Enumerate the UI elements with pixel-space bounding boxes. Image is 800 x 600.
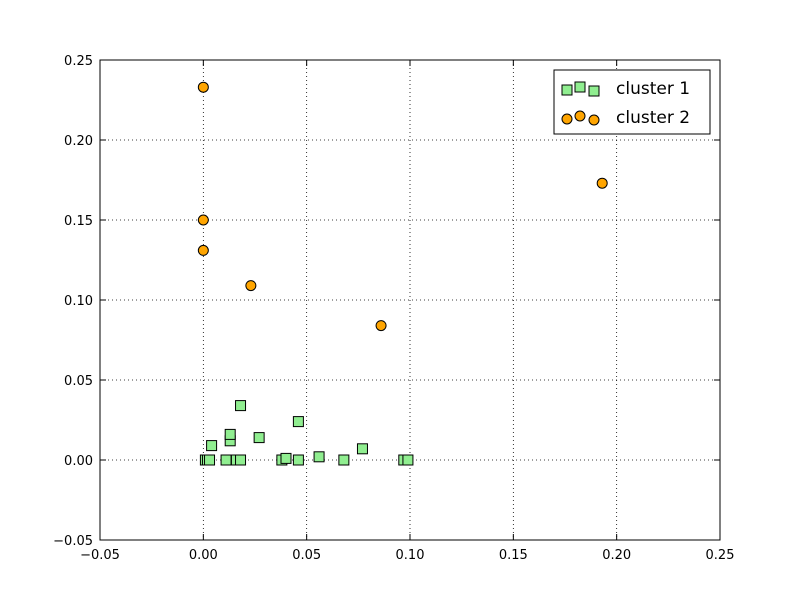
cluster-1-point [292,454,304,466]
cluster-1-point [235,400,247,412]
y-tick-label: −0.05 [53,534,93,549]
cluster-1-point [220,454,232,466]
legend-marker [561,84,573,96]
cluster-2-point [375,320,387,332]
legend: cluster 1 cluster 2 [553,69,711,135]
cluster-2-point [197,214,209,226]
legend-box [553,69,711,135]
x-tick-label: 0.10 [396,548,425,563]
cluster-1-point [204,454,216,466]
cluster-1-point [235,454,247,466]
cluster-1-point [292,416,304,428]
cluster-1-point [280,452,292,464]
legend-label: cluster 1 [616,79,690,99]
cluster-1-point [402,454,414,466]
x-tick-label: 0.00 [189,548,218,563]
y-tick-label: 0.05 [64,374,93,389]
cluster-2-point [245,280,257,292]
cluster-1-point [224,428,236,440]
axis-ticks: −0.05 0.00 0.05 0.10 0.15 0.20 0.25 −0.05 0.00 0.… [53,54,734,563]
x-tick-label: 0.20 [602,548,631,563]
cluster-2-point [197,244,209,256]
data-points [197,81,608,466]
x-tick-label: 0.15 [499,548,528,563]
legend-marker [588,85,600,97]
cluster-1-point [253,432,265,444]
y-tick-label: 0.00 [64,454,93,469]
cluster-1-point [206,440,218,452]
x-tick-label: 0.25 [706,548,735,563]
legend-marker [574,81,586,93]
y-tick-label: 0.15 [64,214,93,229]
y-tick-label: 0.25 [64,54,93,69]
legend-label: cluster 2 [616,108,690,128]
series-2 [197,81,608,332]
cluster-2-point [596,177,608,189]
legend-marker [561,113,573,125]
x-tick-label: 0.05 [292,548,321,563]
cluster-1-point [338,454,350,466]
series-1 [199,400,414,466]
grid [100,60,720,540]
y-tick-label: 0.20 [64,134,93,149]
cluster-1-point [313,451,325,463]
y-tick-label: 0.10 [64,294,93,309]
cluster-1-point [356,443,368,455]
cluster-2-point [197,81,209,93]
legend-marker [588,114,600,126]
legend-marker [574,110,586,122]
x-tick-label: −0.05 [80,548,120,563]
